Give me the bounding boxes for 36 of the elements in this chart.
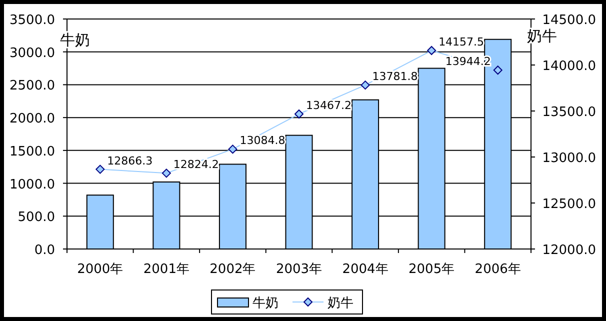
y2-tick-label: 14500.0 (542, 13, 596, 28)
x-tick-label: 2005年 (408, 262, 455, 277)
data-label: 13084.8 (240, 134, 286, 148)
y2-tick-label: 12500.0 (542, 197, 596, 212)
y-tick-label: 1000.0 (10, 177, 55, 192)
y-tick-label: 2500.0 (10, 78, 55, 94)
point (294, 110, 304, 119)
x-tick-label: 2003年 (276, 262, 322, 277)
x-tick-label: 2006年 (474, 262, 521, 277)
point (360, 80, 370, 90)
y-tick-label: 0.0 (34, 243, 55, 258)
y-tick-label: 1500.0 (10, 144, 55, 160)
point (228, 144, 238, 154)
y2-tick-label: 12000.0 (542, 243, 596, 258)
y2-tick-label: 13500.0 (542, 105, 596, 120)
x-tick-label: 2004年 (342, 262, 388, 277)
x-tick-label: 2002年 (210, 262, 256, 277)
y2-tick-label: 13000.0 (542, 151, 596, 166)
point (427, 46, 436, 56)
data-label: 14157.5 (438, 36, 484, 49)
data-label: 13467.2 (306, 99, 352, 112)
x-tick-label: 2001年 (143, 262, 190, 277)
data-label: 12824.2 (173, 158, 219, 172)
y-tick-label: 2000.0 (10, 112, 55, 127)
point (162, 168, 171, 178)
data-label: 12866.3 (107, 154, 153, 168)
point (96, 164, 105, 174)
x-tick-label: 2000年 (77, 262, 124, 277)
y2-tick-label: 14000.0 (542, 59, 596, 74)
data-label: 13781.8 (372, 70, 418, 84)
y-tick-label: 3000.0 (10, 46, 55, 61)
y-tick-label: 500.0 (18, 210, 55, 226)
legend-label: 牛奶 (252, 296, 278, 311)
legend-label: 奶牛 (328, 296, 354, 311)
point (493, 66, 502, 75)
y-tick-label: 3500.0 (10, 13, 55, 28)
